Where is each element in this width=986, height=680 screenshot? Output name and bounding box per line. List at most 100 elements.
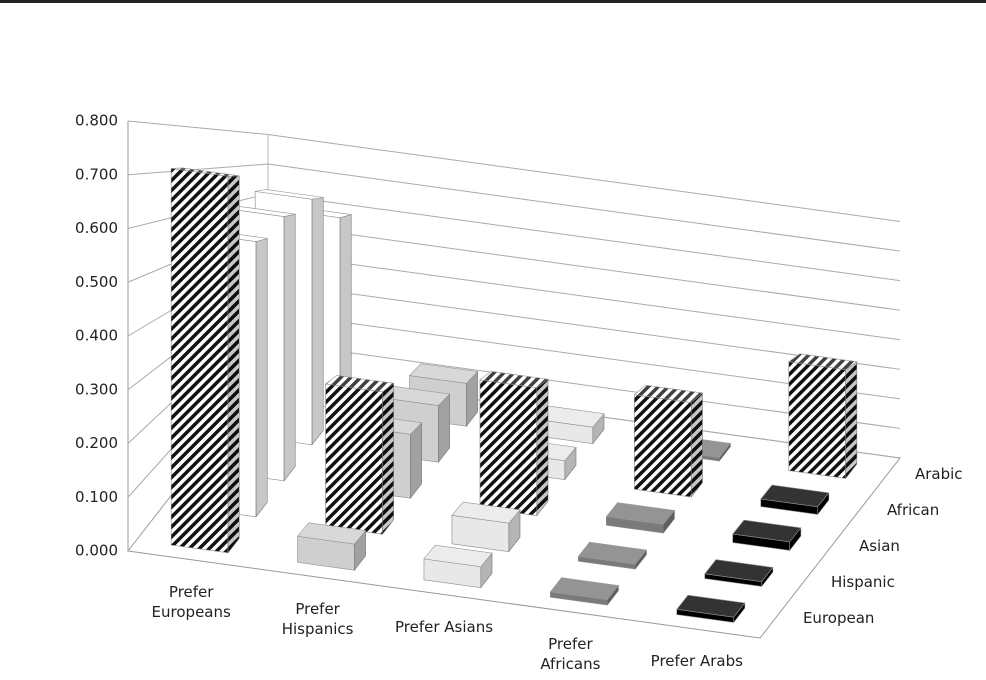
bar-front [170, 168, 229, 554]
x-tick-label: Prefer Asians [394, 617, 494, 636]
bar-side-shade [228, 175, 240, 553]
bar-top [479, 371, 549, 389]
bar [787, 353, 858, 480]
bar-front [788, 361, 846, 479]
bar-top [296, 522, 367, 545]
bar-side-shade [480, 553, 493, 588]
bar-side-shade [284, 214, 296, 481]
x-tick-label: Prefer Africans [540, 634, 601, 673]
bar-side-shade [719, 443, 731, 462]
x-tick-label: Prefer Europeans [151, 582, 231, 621]
bar-top-shade [479, 371, 549, 388]
depth-label: Hispanic [831, 573, 895, 591]
bar-top-shade [760, 485, 829, 507]
depth-label: African [887, 501, 939, 519]
bar-top [633, 384, 704, 403]
bar-top-shade [381, 386, 450, 406]
bar-side-shade [592, 413, 605, 444]
bar-side-shade [733, 602, 745, 623]
bar-top [577, 541, 647, 565]
bar-side-shade [564, 447, 577, 480]
bar-side-shade [691, 392, 703, 498]
bar-front [325, 383, 383, 535]
bar-side-shade [635, 550, 647, 570]
depth-label: Arabic [915, 465, 963, 483]
y-tick-label: 0.200 [75, 434, 118, 452]
bar-top [676, 594, 746, 618]
y-tick-label: 0.100 [75, 488, 118, 506]
x-tick-label: Prefer Hispanics [281, 600, 354, 639]
y-tick-label: 0.300 [75, 380, 118, 398]
bar-front [634, 394, 692, 498]
bar [549, 577, 619, 606]
bar-top-shade [788, 353, 857, 370]
y-tick-label: 0.400 [75, 327, 118, 345]
bar-side-shade [354, 530, 366, 571]
bar-side-shade [536, 379, 549, 516]
bar-top [760, 484, 830, 508]
bar-top [324, 375, 395, 393]
bar-side-shade [466, 371, 478, 427]
bar-side-shade [761, 567, 773, 587]
bar-top-shade [676, 595, 745, 618]
bar-top-shade [732, 520, 801, 542]
bar-top-shade [578, 542, 647, 565]
bar [577, 541, 647, 570]
bar-top-shade [409, 363, 478, 384]
bar-top-shade [606, 502, 675, 525]
bar-top [171, 167, 240, 177]
bar-top-shade [535, 405, 605, 428]
bar-top [255, 189, 324, 200]
bar-side-shade [845, 361, 857, 479]
grid-line [127, 120, 901, 222]
bar [451, 501, 521, 553]
bar-side-shade [382, 383, 394, 535]
bar [732, 519, 802, 552]
bar-top [549, 577, 619, 601]
bar [633, 384, 704, 498]
bar [324, 375, 395, 536]
bar-top [704, 559, 774, 582]
depth-label: European [803, 609, 874, 627]
bar-side-shade [508, 509, 521, 552]
bar-top-shade [227, 206, 296, 217]
bar-side-shade [789, 527, 801, 551]
bar [296, 522, 367, 572]
bar-side-shade [410, 422, 422, 499]
bar-front [479, 379, 538, 516]
y-tick-label: 0.500 [75, 273, 118, 291]
bar-top-shade [255, 189, 324, 200]
y-tick-label: 0.700 [75, 165, 118, 183]
bar-top-shade [704, 559, 773, 582]
bar-side-shade [312, 197, 324, 445]
bar-top [408, 363, 479, 384]
bar-side-shade [256, 238, 268, 517]
bar-top-shade [325, 375, 394, 392]
bar [535, 405, 605, 445]
chart: 0.000 0.100 0.200 0.300 0.400 0.500 0.600 0.700… [75, 112, 963, 639]
bar-top [423, 544, 493, 568]
y-tick-label: 0.000 [75, 542, 118, 560]
x-tick-label: Prefer Arabs [650, 652, 743, 671]
bar-side-shade [817, 492, 829, 515]
bar-side-shade [607, 585, 619, 606]
bar-top [605, 502, 676, 525]
y-tick-label: 0.800 [75, 112, 118, 130]
bar [760, 484, 830, 516]
depth-label: Asian [859, 537, 900, 555]
bar [676, 594, 746, 624]
bar [479, 371, 549, 517]
bar [605, 502, 676, 534]
bar-top-shade [297, 522, 366, 545]
bar-side-shade [438, 394, 450, 463]
bar-top-shade [451, 502, 521, 524]
bar [704, 559, 774, 588]
bar-top-shade [423, 545, 493, 567]
bar-side-shade [340, 214, 352, 409]
bar-top-shade [550, 577, 619, 600]
bar-top [787, 353, 858, 370]
bar-top-shade [171, 167, 240, 177]
bar [170, 167, 240, 554]
bar-top-shade [634, 385, 703, 403]
